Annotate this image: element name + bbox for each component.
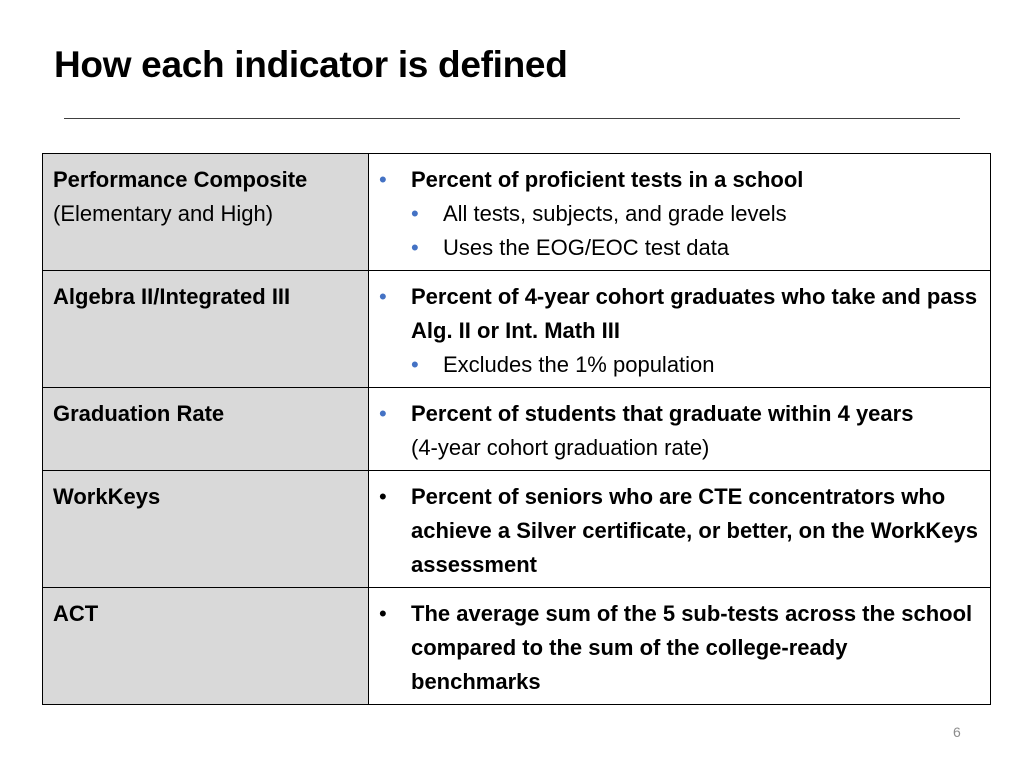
indicator-definition-cell: • Percent of seniors who are CTE concent… (369, 471, 991, 588)
page-number: 6 (953, 724, 961, 740)
indicator-name: Performance Composite (53, 163, 360, 197)
bullet-icon: • (379, 280, 411, 314)
definition-bullet: • The average sum of the 5 sub-tests acr… (379, 597, 982, 699)
indicator-name: ACT (53, 597, 360, 631)
indicator-name: Algebra II/Integrated III (53, 280, 360, 314)
slide-title: How each indicator is defined (54, 44, 568, 86)
definition-sub-bullet: • Uses the EOG/EOC test data (379, 231, 982, 265)
table-row: WorkKeys • Percent of seniors who are CT… (43, 471, 991, 588)
definition-sub-bullet: • Excludes the 1% population (379, 348, 982, 382)
definition-continuation: (4-year cohort graduation rate) (411, 435, 709, 460)
indicator-name-cell: ACT (43, 588, 369, 705)
definition-text: Percent of seniors who are CTE concentra… (411, 484, 978, 577)
indicator-name-cell: Algebra II/Integrated III (43, 271, 369, 388)
sub-bullet-text: Uses the EOG/EOC test data (443, 235, 729, 260)
bullet-icon: • (379, 480, 411, 514)
indicator-definition-cell: • The average sum of the 5 sub-tests acr… (369, 588, 991, 705)
indicator-definition-cell: • Percent of students that graduate with… (369, 388, 991, 471)
indicator-name-cell: Performance Composite (Elementary and Hi… (43, 154, 369, 271)
indicator-name-cell: Graduation Rate (43, 388, 369, 471)
sub-bullet-icon: • (411, 348, 419, 382)
table-row: Graduation Rate • Percent of students th… (43, 388, 991, 471)
indicator-name: Graduation Rate (53, 397, 360, 431)
indicator-definition-cell: • Percent of 4-year cohort graduates who… (369, 271, 991, 388)
sub-bullet-text: Excludes the 1% population (443, 352, 715, 377)
definition-text: Percent of 4-year cohort graduates who t… (411, 284, 977, 343)
indicator-definition-cell: • Percent of proficient tests in a schoo… (369, 154, 991, 271)
indicator-name: WorkKeys (53, 480, 360, 514)
definition-bullet: • Percent of seniors who are CTE concent… (379, 480, 982, 582)
table-row: ACT • The average sum of the 5 sub-tests… (43, 588, 991, 705)
bullet-icon: • (379, 597, 411, 631)
definition-bullet: • Percent of students that graduate with… (379, 397, 982, 465)
definition-text: Percent of proficient tests in a school (411, 167, 803, 192)
indicator-name-qualifier: (Elementary and High) (53, 197, 360, 231)
bullet-icon: • (379, 163, 411, 197)
definition-bullet: • Percent of proficient tests in a schoo… (379, 163, 982, 197)
title-divider (64, 118, 960, 119)
table-row: Performance Composite (Elementary and Hi… (43, 154, 991, 271)
definition-bullet: • Percent of 4-year cohort graduates who… (379, 280, 982, 348)
sub-bullet-icon: • (411, 231, 419, 265)
indicator-name-cell: WorkKeys (43, 471, 369, 588)
sub-bullet-icon: • (411, 197, 419, 231)
table-row: Algebra II/Integrated III • Percent of 4… (43, 271, 991, 388)
definition-text: Percent of students that graduate within… (411, 401, 913, 426)
definition-sub-bullet: • All tests, subjects, and grade levels (379, 197, 982, 231)
indicator-definitions-table: Performance Composite (Elementary and Hi… (42, 153, 991, 705)
definition-text: The average sum of the 5 sub-tests acros… (411, 601, 972, 694)
sub-bullet-text: All tests, subjects, and grade levels (443, 201, 787, 226)
bullet-icon: • (379, 397, 411, 431)
